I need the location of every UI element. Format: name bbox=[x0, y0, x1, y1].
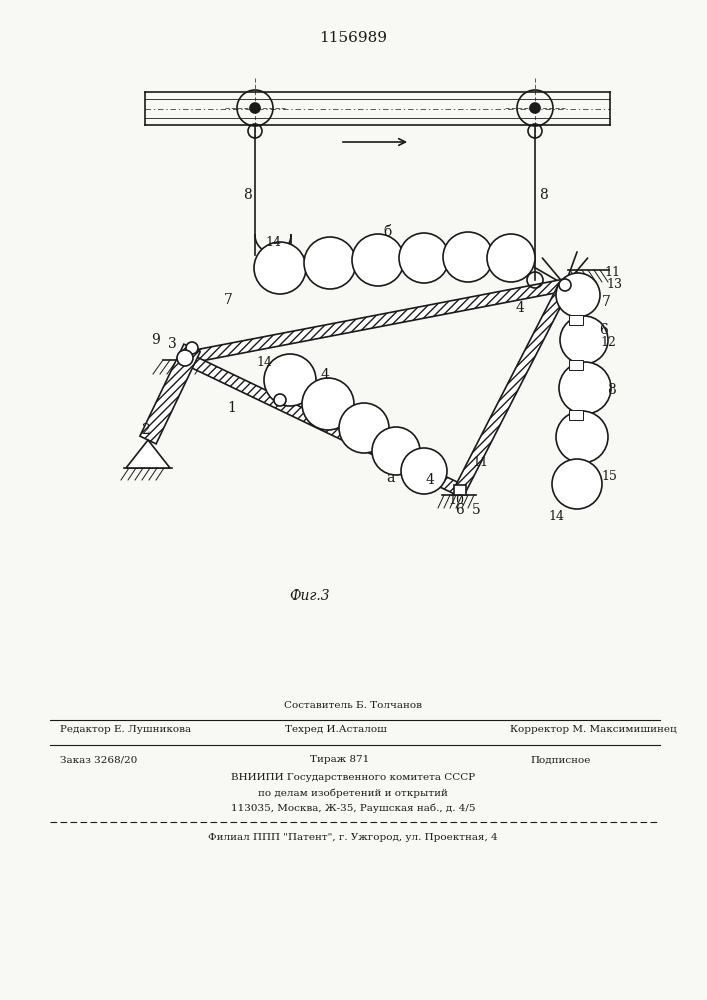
Circle shape bbox=[559, 362, 611, 414]
Text: Техред И.Асталош: Техред И.Асталош bbox=[285, 726, 387, 734]
Text: 9: 9 bbox=[151, 333, 159, 347]
Text: Корректор М. Максимишинец: Корректор М. Максимишинец bbox=[510, 726, 677, 734]
Text: 12: 12 bbox=[600, 336, 616, 349]
Text: Фиг.3: Фиг.3 bbox=[290, 589, 330, 603]
Text: 6: 6 bbox=[455, 503, 464, 517]
Bar bbox=[569, 315, 583, 325]
Text: 4: 4 bbox=[515, 301, 525, 315]
Text: Тираж 871: Тираж 871 bbox=[310, 756, 369, 764]
Text: 11: 11 bbox=[604, 265, 620, 278]
Text: 14: 14 bbox=[265, 235, 281, 248]
Polygon shape bbox=[184, 279, 566, 364]
Text: 11: 11 bbox=[472, 456, 488, 468]
Circle shape bbox=[339, 403, 389, 453]
Text: 3: 3 bbox=[168, 337, 176, 351]
Circle shape bbox=[250, 103, 260, 113]
Bar bbox=[569, 360, 583, 370]
Text: 7: 7 bbox=[223, 293, 233, 307]
Circle shape bbox=[556, 411, 608, 463]
Text: 6: 6 bbox=[600, 323, 609, 337]
Bar bbox=[454, 485, 466, 495]
Circle shape bbox=[254, 242, 306, 294]
Text: 1156989: 1156989 bbox=[320, 31, 387, 45]
Text: 2: 2 bbox=[141, 423, 149, 437]
Polygon shape bbox=[140, 344, 200, 444]
Text: 113035, Москва, Ж-35, Раушская наб., д. 4/5: 113035, Москва, Ж-35, Раушская наб., д. … bbox=[230, 803, 475, 813]
Text: 10: 10 bbox=[448, 493, 464, 506]
Circle shape bbox=[186, 342, 198, 354]
Circle shape bbox=[177, 350, 193, 366]
Circle shape bbox=[560, 316, 608, 364]
Text: Заказ 3268/20: Заказ 3268/20 bbox=[60, 756, 137, 764]
Text: Филиал ППП "Патент", г. Ужгород, ул. Проектная, 4: Филиал ППП "Патент", г. Ужгород, ул. Про… bbox=[208, 834, 498, 842]
Polygon shape bbox=[126, 440, 170, 468]
Circle shape bbox=[274, 394, 286, 406]
Text: 1: 1 bbox=[228, 401, 236, 415]
Text: 14: 14 bbox=[256, 356, 272, 368]
Polygon shape bbox=[182, 353, 462, 495]
Bar bbox=[569, 410, 583, 420]
Text: 15: 15 bbox=[601, 470, 617, 483]
Circle shape bbox=[530, 103, 540, 113]
Circle shape bbox=[399, 233, 449, 283]
Circle shape bbox=[401, 448, 447, 494]
Text: 7: 7 bbox=[602, 295, 610, 309]
Text: по делам изобретений и открытий: по делам изобретений и открытий bbox=[258, 788, 448, 798]
Circle shape bbox=[443, 232, 493, 282]
Text: б: б bbox=[384, 225, 392, 239]
Circle shape bbox=[352, 234, 404, 286]
Text: 5: 5 bbox=[472, 503, 480, 517]
Circle shape bbox=[302, 378, 354, 430]
Circle shape bbox=[372, 427, 420, 475]
Circle shape bbox=[487, 234, 535, 282]
Text: 8: 8 bbox=[539, 188, 549, 202]
Text: ВНИИПИ Государственного комитета СССР: ВНИИПИ Государственного комитета СССР bbox=[231, 774, 475, 782]
Text: Редактор Е. Лушникова: Редактор Е. Лушникова bbox=[60, 726, 191, 734]
Text: Составитель Б. Толчанов: Составитель Б. Толчанов bbox=[284, 701, 422, 710]
Text: 4: 4 bbox=[426, 473, 434, 487]
Circle shape bbox=[556, 273, 600, 317]
Text: 8: 8 bbox=[607, 383, 615, 397]
Circle shape bbox=[552, 459, 602, 509]
Text: 4: 4 bbox=[320, 368, 329, 382]
Text: 13: 13 bbox=[606, 277, 622, 290]
Polygon shape bbox=[455, 282, 571, 493]
Text: Подписное: Подписное bbox=[530, 756, 590, 764]
Text: 14: 14 bbox=[548, 510, 564, 522]
Circle shape bbox=[304, 237, 356, 289]
Circle shape bbox=[559, 279, 571, 291]
Circle shape bbox=[264, 354, 316, 406]
Text: 8: 8 bbox=[244, 188, 252, 202]
Text: а: а bbox=[386, 471, 395, 485]
